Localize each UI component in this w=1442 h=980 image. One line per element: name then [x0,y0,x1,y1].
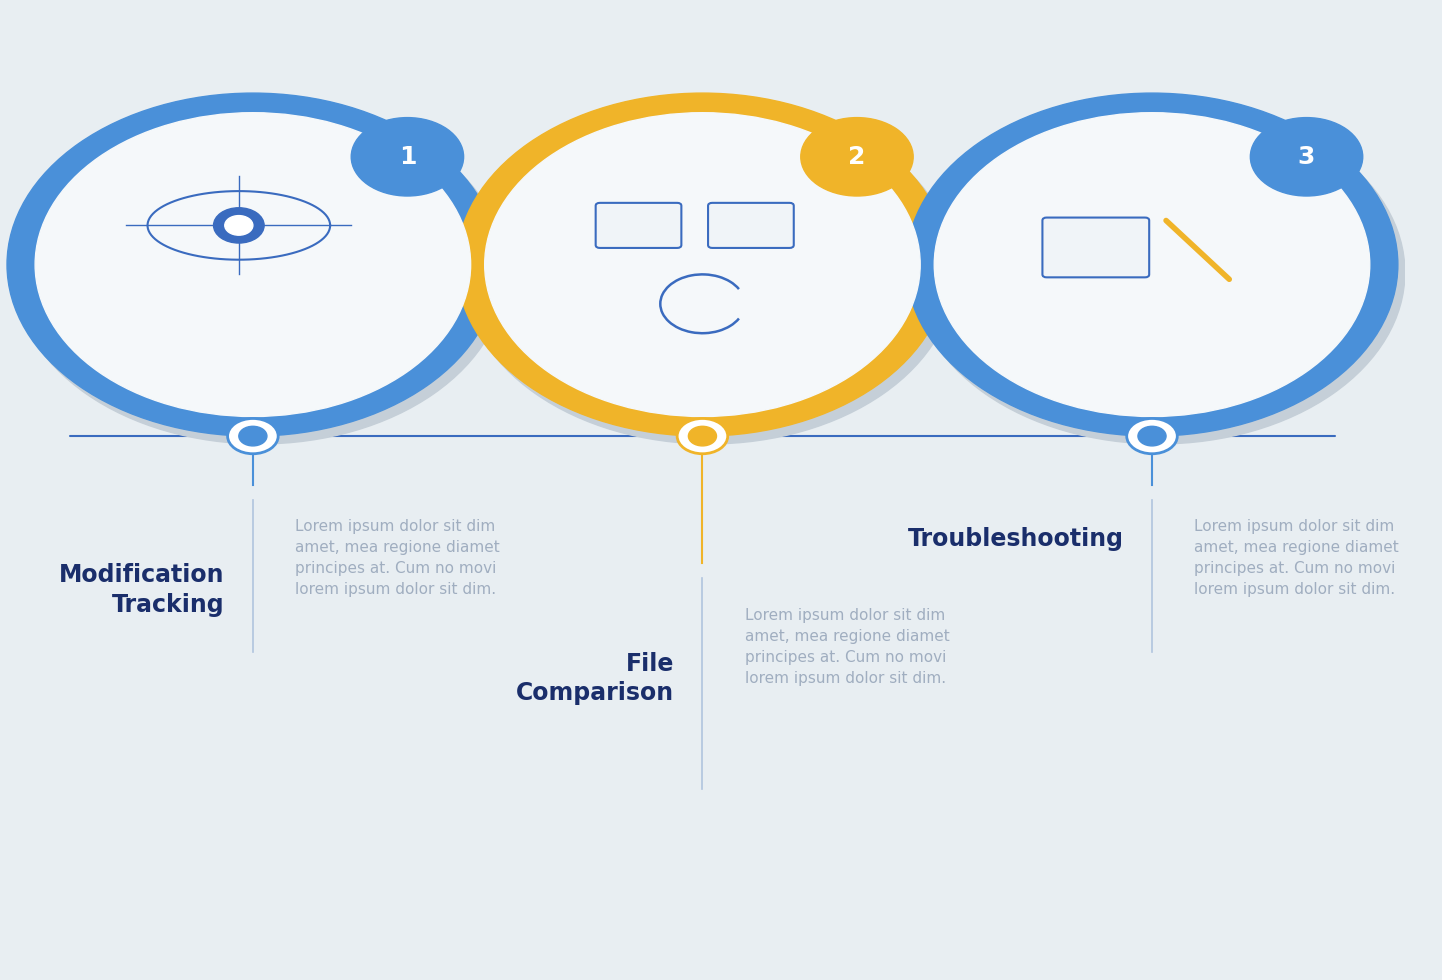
Circle shape [800,118,913,196]
Text: 1: 1 [398,145,417,169]
Circle shape [239,426,267,446]
Text: Lorem ipsum dolor sit dim
amet, mea regione diamet
principes at. Cum no movi
lor: Lorem ipsum dolor sit dim amet, mea regi… [744,608,949,686]
Text: Lorem ipsum dolor sit dim
amet, mea regione diamet
principes at. Cum no movi
lor: Lorem ipsum dolor sit dim amet, mea regi… [296,519,500,598]
Circle shape [913,101,1405,444]
Circle shape [352,118,464,196]
FancyBboxPatch shape [1043,218,1149,277]
Circle shape [1250,118,1363,196]
Text: 3: 3 [1298,145,1315,169]
FancyBboxPatch shape [708,203,793,248]
FancyBboxPatch shape [596,203,682,248]
Circle shape [228,418,278,454]
Text: File
Comparison: File Comparison [516,652,675,706]
Text: Modification
Tracking: Modification Tracking [59,564,225,617]
Circle shape [457,93,949,436]
Circle shape [464,101,955,444]
Circle shape [7,93,499,436]
Circle shape [485,113,920,416]
Text: Lorem ipsum dolor sit dim
amet, mea regione diamet
principes at. Cum no movi
lor: Lorem ipsum dolor sit dim amet, mea regi… [1194,519,1399,598]
Text: Troubleshooting: Troubleshooting [908,527,1123,551]
Circle shape [1126,418,1177,454]
Circle shape [688,426,717,446]
Circle shape [906,93,1397,436]
Circle shape [225,216,252,235]
Text: 2: 2 [848,145,865,169]
Circle shape [934,113,1370,416]
Circle shape [1138,426,1167,446]
Circle shape [14,101,506,444]
Circle shape [678,418,728,454]
Circle shape [213,208,264,243]
Circle shape [35,113,470,416]
